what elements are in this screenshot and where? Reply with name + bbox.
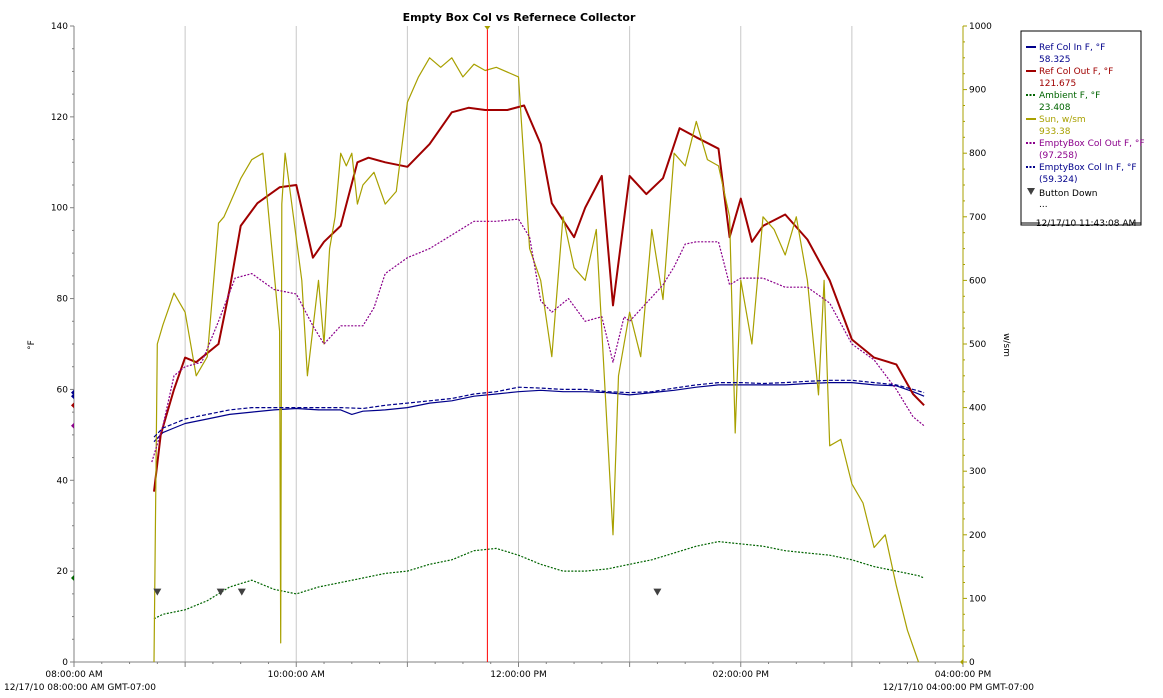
y-left-tick-label: 140 [51, 22, 68, 32]
series-line-0 [153, 382, 925, 443]
legend-box [1020, 30, 1142, 226]
x-tick-label: 12:00:00 PM [490, 670, 546, 680]
series-axis-marker [960, 659, 963, 665]
legend-item-value: 121.675 [1039, 79, 1076, 89]
x-tick-label: 02:00:00 PM [713, 670, 769, 680]
y-left-tick-label: 100 [51, 204, 68, 214]
y-right-tick-label: 1000 [969, 22, 992, 32]
y-right-tick-label: 900 [969, 86, 986, 96]
y-right-tick-label: 100 [969, 594, 986, 604]
button-down-marker [153, 588, 162, 596]
legend-timestamp: 12/17/10 11:43:08 AM [1036, 219, 1137, 229]
y-right-tick-label: 600 [969, 276, 986, 286]
legend-item-label: EmptyBox Col In F, °F [1039, 163, 1137, 173]
legend-ellipsis: ... [1039, 200, 1048, 210]
y-left-tick-label: 40 [57, 476, 69, 486]
y-axis-left-label: °F [27, 340, 37, 350]
y-left-tick-label: 80 [57, 295, 69, 305]
legend-item-label: Ref Col In F, °F [1039, 43, 1105, 53]
series-line-5 [153, 379, 925, 438]
y-right-tick-label: 700 [969, 213, 986, 223]
y-left-tick-label: 60 [57, 385, 69, 395]
button-down-legend-icon [1027, 188, 1035, 195]
series-axis-marker [71, 402, 74, 409]
y-left-tick-label: 120 [51, 113, 68, 123]
series-layer [151, 57, 925, 663]
y-axis-right-label: w/sm [1001, 333, 1011, 357]
series-line-2 [153, 540, 925, 620]
series-line-4 [151, 218, 925, 463]
legend-item-label: Ambient F, °F [1039, 91, 1100, 101]
x-start-tick-label: 08:00:00 AM [45, 670, 102, 680]
legend-item-value: 23.408 [1039, 103, 1071, 113]
series-line-1 [153, 104, 925, 492]
legend-button-down-label: Button Down [1039, 189, 1098, 199]
x-end-tick-label: 04:00:00 PM [935, 670, 991, 680]
y-right-tick-label: 500 [969, 340, 986, 350]
y-left-tick-label: 20 [57, 567, 69, 577]
x-tick-label: 10:00:00 AM [268, 670, 325, 680]
y-right-tick-label: 800 [969, 149, 986, 159]
series-line-3 [153, 57, 920, 663]
grid [184, 26, 853, 662]
series-axis-marker [71, 422, 74, 429]
cursor-top-marker [484, 26, 491, 30]
x-start-full-label: 12/17/10 08:00:00 AM GMT-07:00 [4, 683, 156, 693]
series-axis-marker [71, 574, 74, 581]
legend-item-label: Sun, w/sm [1039, 115, 1086, 125]
legend-item-value: 58.325 [1039, 55, 1071, 65]
y-left-tick-label: 0 [62, 658, 68, 668]
button-down-marker [237, 588, 246, 596]
x-end-full-label: 12/17/10 04:00:00 PM GMT-07:00 [883, 683, 1034, 693]
legend-item-label: Ref Col Out F, °F [1039, 67, 1113, 77]
legend-item-value: 933.38 [1039, 127, 1071, 137]
y-right-tick-label: 300 [969, 467, 986, 477]
button-down-marks [153, 588, 662, 596]
series-axis-marker [71, 389, 74, 396]
button-down-marker [216, 588, 225, 596]
chart-title: Empty Box Col vs Refernece Collector [403, 11, 636, 24]
legend: Ref Col In F, °F 58.325 Ref Col Out F, °F 1… [1020, 30, 1145, 229]
legend-items: Ref Col In F, °F 58.325 Ref Col Out F, °F 1… [1026, 43, 1145, 185]
legend-item-value: (59.324) [1039, 175, 1078, 185]
y-right-tick-label: 0 [969, 658, 975, 668]
axes: 0 20 40 60 80 100 120 140 0 100 200 300 400 500 600 700… [51, 22, 992, 680]
cursor-layer[interactable] [484, 26, 491, 662]
legend-item-label: EmptyBox Col Out F, °F [1039, 139, 1145, 149]
y-right-tick-label: 400 [969, 404, 986, 414]
button-down-marker [653, 588, 662, 596]
legend-item-value: (97.258) [1039, 151, 1078, 161]
y-right-tick-label: 200 [969, 531, 986, 541]
